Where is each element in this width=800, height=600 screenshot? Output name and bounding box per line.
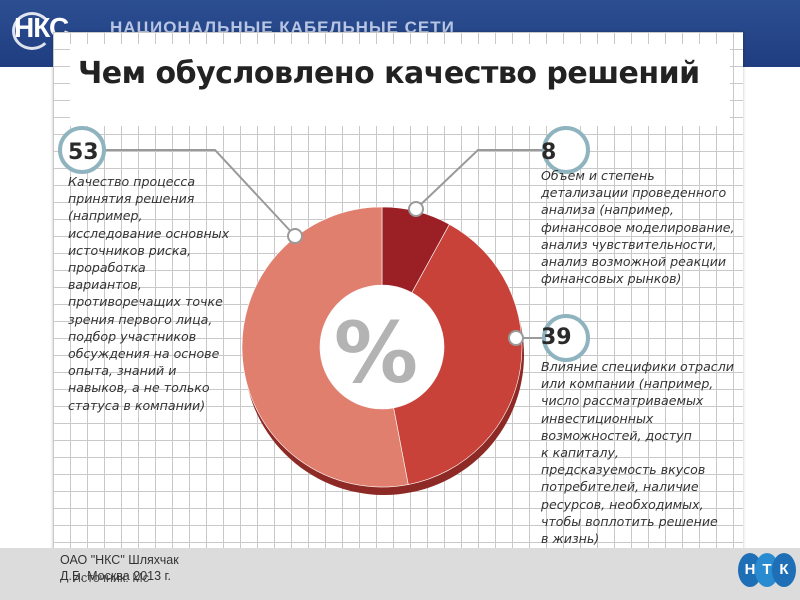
value-label-8: 8	[541, 140, 557, 165]
leader-line-8	[415, 149, 560, 210]
title-box	[70, 44, 730, 126]
slide-title: Чем обусловлено качество решений	[78, 56, 700, 91]
description-39: Влияние специфики отрасли или компании (…	[541, 359, 734, 547]
value-label-53: 53	[68, 140, 99, 165]
leader-dot-8	[408, 201, 424, 217]
leader-line-53	[76, 149, 296, 237]
value-ring-39	[542, 314, 590, 362]
value-ring-8	[542, 126, 590, 174]
leader-dot-39	[508, 330, 524, 346]
footer-source: Источник: Mc	[72, 571, 149, 585]
ntk-letter: К	[772, 553, 796, 587]
footer-author: ОАО "НКС" Шляхчак Д.Б. Москва 2013 г.	[60, 553, 179, 583]
leader-dot-53	[287, 228, 303, 244]
company-logo: НКС	[12, 10, 86, 50]
center-percent-label: %	[334, 304, 418, 402]
footer-band	[0, 548, 800, 600]
donut-hole	[320, 285, 444, 409]
ntk-logo: Н Т К	[738, 553, 796, 587]
value-label-39: 39	[541, 325, 572, 350]
description-8: Объем и степень детализации проведенного…	[541, 168, 735, 287]
description-53: Качество процесса принятия решения (напр…	[68, 174, 230, 413]
value-ring-53	[58, 126, 106, 174]
logo-ring-icon	[12, 12, 52, 50]
